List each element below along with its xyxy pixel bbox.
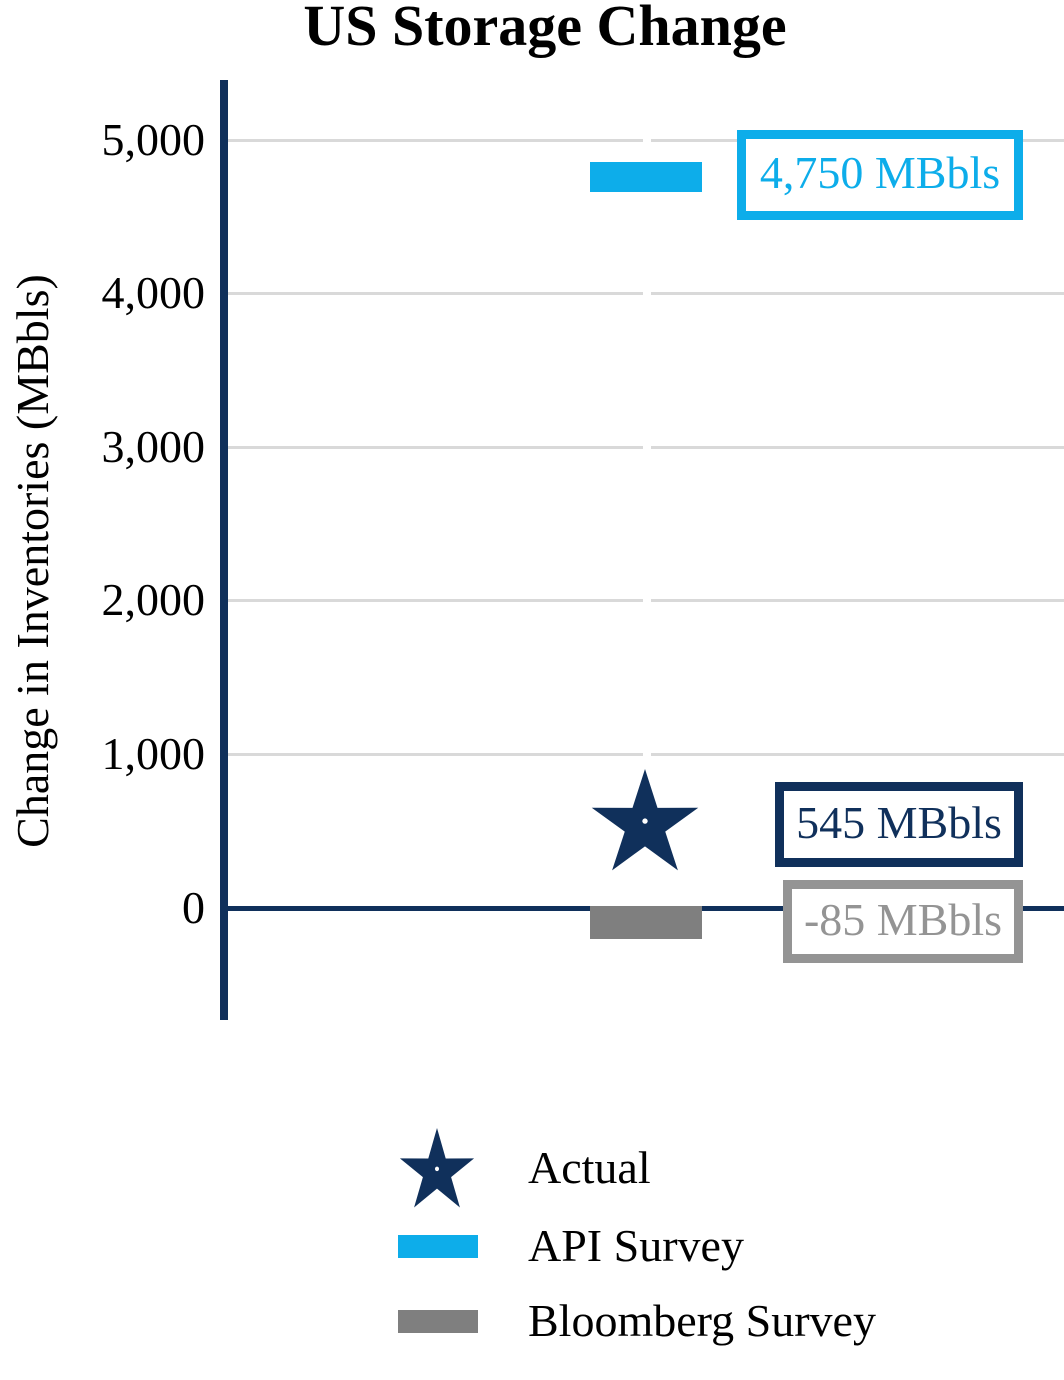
api-survey-value: 4,750 MBbls bbox=[759, 147, 1001, 198]
legend-api-survey-swatch bbox=[398, 1235, 478, 1258]
gridline-3000 bbox=[651, 446, 1064, 449]
gridline-5000 bbox=[228, 139, 643, 142]
chart-title: US Storage Change bbox=[303, 0, 787, 58]
y-tick-3000: 3,000 bbox=[101, 421, 206, 472]
bloomberg-survey-bar bbox=[590, 906, 702, 939]
y-tick-0: 0 bbox=[182, 882, 205, 933]
gridline-2000 bbox=[228, 599, 643, 602]
actual-star-marker bbox=[591, 769, 699, 871]
y-tick-1000: 1,000 bbox=[101, 728, 206, 779]
actual-value: 545 MBbls bbox=[796, 796, 1002, 848]
api-survey-callout: 4,750 MBbls bbox=[737, 130, 1023, 220]
legend-bloomberg-survey-swatch bbox=[398, 1310, 478, 1333]
bloomberg-survey-callout: -85 MBbls bbox=[783, 880, 1023, 963]
gridline-1000 bbox=[228, 753, 643, 756]
y-axis-line bbox=[220, 80, 228, 1020]
y-tick-4000: 4,000 bbox=[101, 267, 206, 318]
bloomberg-survey-value: -85 MBbls bbox=[803, 893, 1003, 945]
gridline-1000 bbox=[651, 753, 1064, 756]
gridline-4000 bbox=[651, 292, 1064, 295]
legend-star-icon bbox=[399, 1128, 475, 1208]
legend-label-actual: Actual bbox=[528, 1142, 651, 1193]
legend-label-bloomberg-survey: Bloomberg Survey bbox=[528, 1295, 876, 1346]
gridline-2000 bbox=[651, 599, 1064, 602]
actual-callout: 545 MBbls bbox=[775, 782, 1023, 867]
api-survey-bar bbox=[590, 162, 702, 192]
y-tick-5000: 5,000 bbox=[101, 114, 206, 165]
legend-label-api-survey: API Survey bbox=[528, 1220, 744, 1271]
y-tick-2000: 2,000 bbox=[101, 574, 206, 625]
gridline-3000 bbox=[228, 446, 643, 449]
gridline-4000 bbox=[228, 292, 643, 295]
